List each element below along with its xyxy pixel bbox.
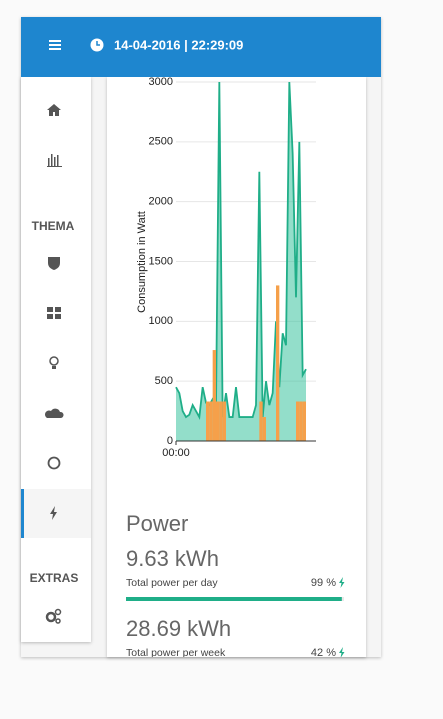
top-bar xyxy=(21,17,381,77)
bar xyxy=(206,401,210,441)
home-icon[interactable] xyxy=(47,104,61,116)
bar xyxy=(216,401,220,441)
y-tick-label: 0 xyxy=(167,435,173,447)
y-tick-label: 2500 xyxy=(149,136,173,148)
sun-icon[interactable] xyxy=(47,456,61,470)
bar xyxy=(302,401,306,441)
y-tick-label: 2000 xyxy=(149,196,173,208)
power-label: Total power per week xyxy=(126,647,226,659)
power-value: 28.69 kWh xyxy=(126,616,231,641)
y-tick-label: 1000 xyxy=(149,315,173,327)
bar xyxy=(212,350,216,441)
progress-bar xyxy=(126,597,342,601)
section-label: EXTRAS xyxy=(30,571,79,585)
clock-icon xyxy=(90,38,104,52)
menu-button[interactable] xyxy=(49,40,61,50)
section-label: THEMA xyxy=(32,219,75,233)
progress-track xyxy=(126,667,344,671)
power-percent: 42 % xyxy=(311,647,336,659)
power-label: Total power per day xyxy=(126,577,218,589)
gears-icon[interactable] xyxy=(45,608,62,624)
sidebar-icons: THEMA EXTRAS xyxy=(21,104,91,624)
power-title: Power xyxy=(126,511,188,536)
line xyxy=(175,81,307,420)
bar xyxy=(296,401,300,441)
power-value: 9.63 kWh xyxy=(126,546,219,571)
area xyxy=(176,82,306,441)
power-percent: 99 % xyxy=(311,577,336,589)
grid-icon[interactable] xyxy=(47,307,61,319)
y-tick-label: 500 xyxy=(155,375,173,387)
bar xyxy=(262,417,266,441)
x-tick-label: 00:00 xyxy=(162,447,190,459)
shield-icon[interactable] xyxy=(48,257,60,270)
bolt-icon[interactable] xyxy=(50,506,57,520)
stats-icon[interactable] xyxy=(47,154,62,167)
progress-bar xyxy=(126,667,218,671)
bar xyxy=(222,401,226,441)
sidebar xyxy=(21,77,91,642)
y-tick-label: 1500 xyxy=(149,255,173,267)
bulb-icon[interactable] xyxy=(49,356,59,369)
content: Consumption in Watt Power 0 500 1000 1500 20… xyxy=(126,76,345,671)
y-tick-label: 3000 xyxy=(149,76,173,88)
cloud-icon[interactable] xyxy=(44,408,64,418)
bar xyxy=(299,401,303,441)
y-axis-title: Consumption in Watt xyxy=(136,211,148,313)
datetime: 14-04-2016 | 22:29:09 xyxy=(114,37,243,52)
bar xyxy=(209,401,213,441)
bar xyxy=(219,401,223,441)
content-panel xyxy=(107,77,366,657)
active-indicator xyxy=(21,489,24,538)
bolt-icon xyxy=(339,577,345,588)
bolt-icon xyxy=(339,647,345,657)
bar xyxy=(276,285,280,441)
bar xyxy=(259,401,263,441)
